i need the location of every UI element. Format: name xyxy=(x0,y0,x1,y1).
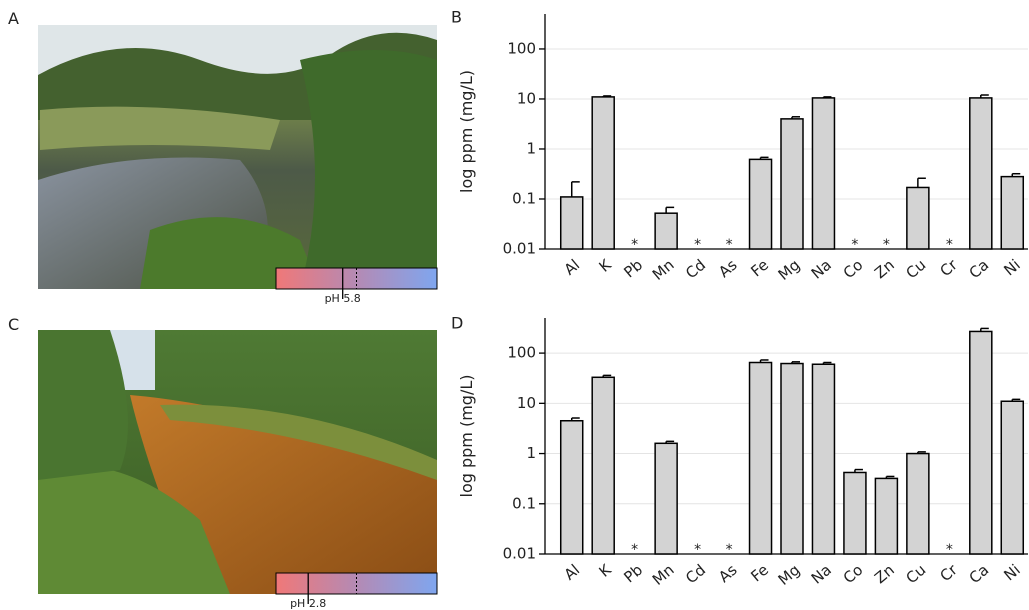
x-tick-label: Ni xyxy=(1000,561,1023,585)
bar xyxy=(1001,177,1023,249)
bar xyxy=(875,478,897,554)
y-tick-label: 100 xyxy=(507,39,536,57)
x-tick-label: Mn xyxy=(649,256,678,284)
x-tick-label: As xyxy=(715,561,741,587)
bar xyxy=(1001,401,1023,554)
x-tick-label: Co xyxy=(840,561,867,587)
panel-label: B xyxy=(451,8,462,27)
x-tick-label: Cr xyxy=(936,560,961,585)
y-tick-label: 0.01 xyxy=(503,240,536,258)
bar xyxy=(750,159,772,249)
x-tick-label: Ca xyxy=(966,561,993,587)
x-tick-label: Cr xyxy=(936,255,961,280)
y-axis-label: log ppm (mg/L) xyxy=(457,375,476,498)
bar xyxy=(781,119,803,249)
x-tick-label: Pb xyxy=(620,256,646,282)
missing-marker: * xyxy=(631,237,638,253)
x-tick-label: As xyxy=(715,256,741,282)
y-tick-label: 0.1 xyxy=(512,189,536,207)
photo-a xyxy=(38,25,437,289)
ph-label: pH 2.8 xyxy=(290,597,326,610)
bar xyxy=(907,187,929,249)
x-tick-label: Ni xyxy=(1000,256,1023,280)
bar xyxy=(970,331,992,554)
y-tick-label: 0.01 xyxy=(503,545,536,563)
missing-marker: * xyxy=(851,237,858,253)
x-tick-label: Al xyxy=(561,256,584,279)
missing-marker: * xyxy=(946,237,953,253)
x-tick-label: Ca xyxy=(966,256,993,282)
bar xyxy=(655,213,677,249)
x-tick-label: Mg xyxy=(775,256,804,284)
missing-marker: * xyxy=(694,237,701,253)
bar xyxy=(561,421,583,554)
bar xyxy=(592,97,614,249)
y-tick-label: 0.1 xyxy=(512,494,536,512)
bar xyxy=(812,364,834,554)
y-tick-label: 1 xyxy=(526,139,536,157)
missing-marker: * xyxy=(726,237,733,253)
y-axis-label: log ppm (mg/L) xyxy=(457,70,476,193)
bar xyxy=(781,364,803,554)
missing-marker: * xyxy=(883,237,890,253)
panel-label: C xyxy=(8,315,19,334)
panel-label: D xyxy=(451,314,463,333)
ph-label: pH 5.8 xyxy=(325,292,361,305)
missing-marker: * xyxy=(946,542,953,558)
missing-marker: * xyxy=(726,542,733,558)
x-tick-label: Cd xyxy=(682,561,709,588)
bar xyxy=(592,377,614,554)
x-tick-label: Cd xyxy=(682,256,709,283)
x-tick-label: Na xyxy=(808,256,835,283)
bar xyxy=(561,197,583,249)
x-tick-label: Cu xyxy=(902,256,929,283)
panel-label: A xyxy=(8,9,19,28)
x-tick-label: Mn xyxy=(649,561,678,589)
x-tick-label: Fe xyxy=(747,561,772,586)
y-tick-label: 100 xyxy=(507,344,536,362)
bar xyxy=(812,98,834,249)
x-tick-label: Co xyxy=(840,256,867,282)
figure: A C pH 5.8 pH 2.8 Blog ppm (mg/L) 0.01 0.1 1 1… xyxy=(0,0,1029,610)
x-tick-label: Cu xyxy=(902,561,929,588)
x-tick-label: Na xyxy=(808,561,835,588)
x-tick-label: Al xyxy=(561,561,584,584)
bar xyxy=(907,454,929,554)
x-tick-label: Pb xyxy=(620,561,646,587)
x-tick-label: Fe xyxy=(747,256,772,281)
x-tick-label: Zn xyxy=(871,256,898,283)
x-tick-label: K xyxy=(596,560,616,581)
photo-c xyxy=(38,330,437,594)
bar xyxy=(750,363,772,554)
y-tick-label: 10 xyxy=(517,394,536,412)
x-tick-label: Zn xyxy=(871,561,898,588)
bar xyxy=(970,98,992,249)
missing-marker: * xyxy=(694,542,701,558)
y-tick-label: 1 xyxy=(526,444,536,462)
bar xyxy=(844,472,866,554)
bar xyxy=(655,443,677,554)
missing-marker: * xyxy=(631,542,638,558)
x-tick-label: K xyxy=(596,255,616,276)
y-tick-label: 10 xyxy=(517,89,536,107)
x-tick-label: Mg xyxy=(775,561,804,589)
